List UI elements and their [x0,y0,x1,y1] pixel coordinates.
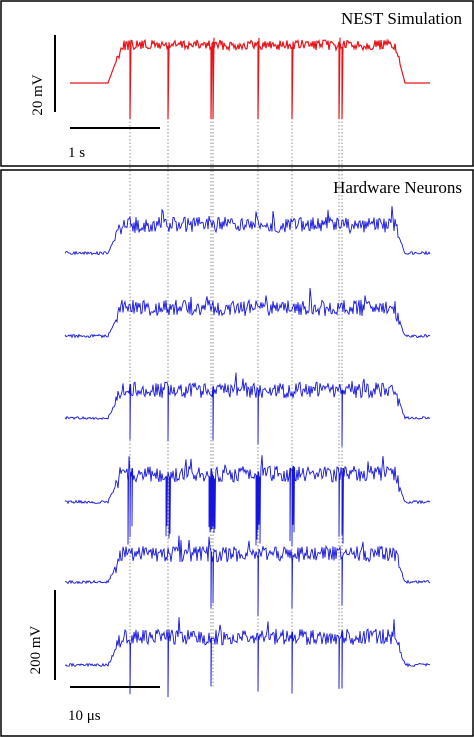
nest-trace [70,37,430,120]
scale-y-label: 20 mV [30,74,46,115]
scale-y-label: 200 mV [28,625,44,674]
bottom-title: Hardware Neurons [333,178,462,197]
scale-x-label: 10 μs [68,708,101,724]
hardware-trace [64,372,431,447]
hardware-trace [64,617,431,698]
scale-x-label: 1 s [68,145,85,161]
hardware-trace [64,455,431,547]
bottom-frame [0,169,474,737]
top-title: NEST Simulation [341,9,463,28]
hardware-trace [64,535,431,616]
traces [64,37,431,698]
hardware-trace [64,287,431,339]
hardware-trace [64,206,431,256]
top-frame [0,0,474,167]
